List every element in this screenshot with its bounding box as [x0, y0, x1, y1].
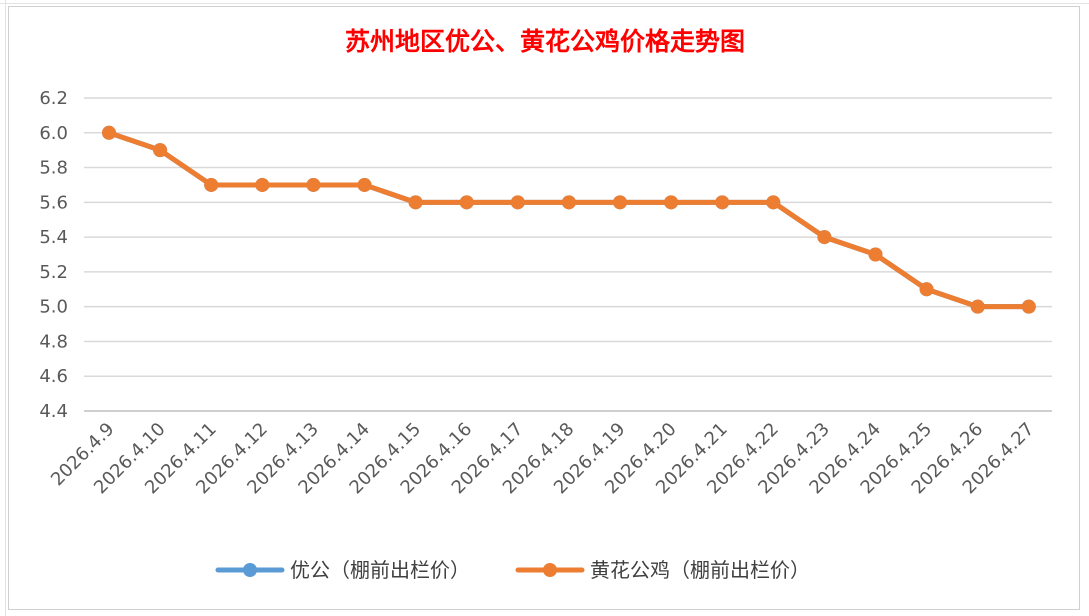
data-point — [766, 195, 781, 210]
data-point — [153, 143, 168, 158]
data-point — [817, 230, 832, 245]
y-tick-label: 4.8 — [39, 331, 68, 352]
y-tick-label: 5.4 — [39, 227, 68, 248]
x-axis: 2026.4.92026.4.102026.4.112026.4.122026.… — [47, 419, 1038, 499]
chart-frame[interactable] — [8, 6, 1080, 610]
legend[interactable]: 优公（棚前出栏价） 黄花公鸡（棚前出栏价） — [215, 558, 810, 582]
data-point — [255, 177, 270, 192]
series-line — [106, 130, 1032, 310]
data-point — [102, 125, 116, 140]
data-point — [510, 195, 525, 210]
data-point — [1021, 299, 1036, 314]
data-point — [561, 195, 576, 210]
data-point — [408, 195, 423, 210]
y-tick-label: 5.8 — [39, 158, 68, 179]
grid-layer — [84, 97, 1052, 412]
y-tick-label: 6.0 — [39, 123, 68, 144]
series-layer — [102, 125, 1036, 314]
data-point — [715, 195, 730, 210]
y-tick-label: 5.6 — [39, 192, 68, 213]
y-tick-label: 4.6 — [39, 366, 68, 387]
y-tick-label: 5.0 — [39, 297, 68, 318]
data-point — [357, 177, 372, 192]
legend-label: 优公（棚前出栏价） — [290, 558, 470, 582]
series — [102, 125, 1036, 314]
data-point — [868, 247, 883, 262]
series-line — [106, 130, 1032, 310]
legend-item[interactable]: 黄花公鸡（棚前出栏价） — [515, 558, 810, 582]
y-tick-label: 5.2 — [39, 262, 68, 283]
legend-label: 黄花公鸡（棚前出栏价） — [590, 558, 810, 582]
data-point — [459, 195, 474, 210]
y-tick-label: 6.2 — [39, 88, 68, 109]
chart-title: 苏州地区优公、黄花公鸡价格走势图 — [345, 27, 745, 56]
data-point — [919, 282, 934, 297]
series — [102, 125, 1036, 314]
y-axis: 6.2 6.0 5.8 5.6 5.4 5.2 5.0 4.8 4.6 4.4 — [39, 88, 68, 422]
data-point — [970, 299, 985, 314]
legend-swatch-marker — [543, 563, 557, 577]
y-tick-label: 4.4 — [39, 401, 68, 422]
data-point — [204, 177, 219, 192]
sheet-gridline — [0, 3, 1089, 4]
data-point — [306, 177, 321, 192]
legend-item[interactable]: 优公（棚前出栏价） — [215, 558, 470, 582]
sheet-gridline — [5, 0, 6, 616]
legend-swatch-marker — [243, 563, 257, 577]
data-point — [613, 195, 627, 210]
data-point — [664, 195, 679, 210]
